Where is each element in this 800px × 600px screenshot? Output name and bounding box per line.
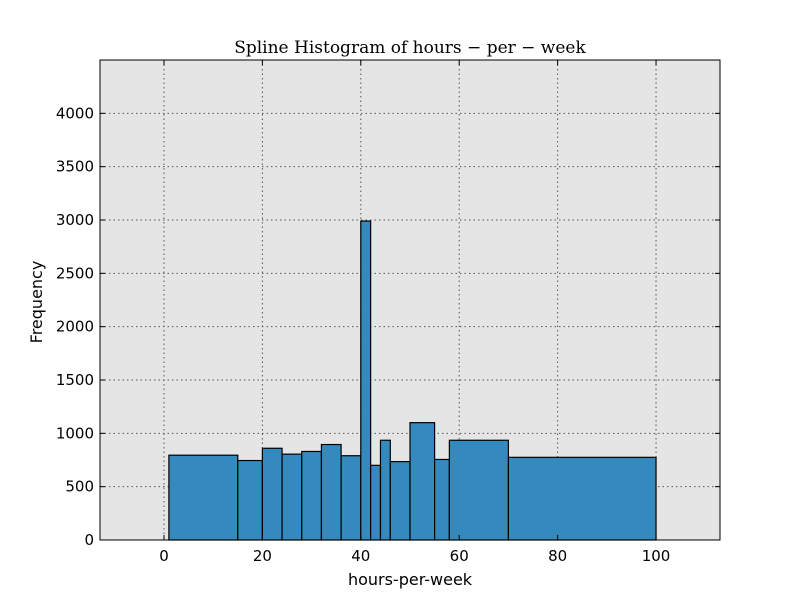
- y-tick-label: 4000: [56, 104, 94, 122]
- x-tick-label: 80: [548, 547, 567, 565]
- x-tick-label: 20: [253, 547, 272, 565]
- histogram-bar: [434, 458, 450, 541]
- y-tick-label: 500: [65, 478, 94, 496]
- axis-ticks: 0 20 40 60 80 1000500100015002000250030003500…: [56, 60, 720, 565]
- y-tick-label: 2000: [56, 318, 94, 336]
- histogram-bar: [261, 447, 283, 541]
- y-tick-label: 2500: [56, 264, 94, 282]
- histogram-bar: [237, 459, 263, 541]
- bars: [168, 220, 657, 541]
- histogram-bar: [507, 456, 657, 541]
- x-tick-label: 0: [159, 547, 169, 565]
- histogram-bar: [389, 461, 411, 541]
- histogram-bar: [340, 455, 362, 541]
- x-tick-label: 60: [450, 547, 469, 565]
- y-tick-label: 3000: [56, 211, 94, 229]
- y-tick-label: 0: [84, 531, 94, 549]
- x-tick-label: 100: [642, 547, 671, 565]
- y-axis-label: Frequency: [27, 261, 46, 344]
- histogram-bar: [370, 464, 382, 541]
- histogram-bar: [409, 422, 436, 541]
- histogram-bar: [168, 454, 239, 541]
- y-tick-label: 1000: [56, 424, 94, 442]
- chart-title: Spline Histogram of hours − per − week: [234, 38, 586, 58]
- histogram-bar: [320, 443, 342, 541]
- x-tick-label: 40: [351, 547, 370, 565]
- histogram-bar: [360, 220, 372, 541]
- y-tick-label: 3500: [56, 158, 94, 176]
- histogram-bar: [301, 450, 323, 541]
- histogram-bar: [379, 439, 391, 541]
- plot-frame: [99, 59, 721, 541]
- x-axis-label: hours-per-week: [348, 570, 473, 589]
- histogram-bar: [281, 453, 303, 541]
- histogram-bar: [448, 439, 510, 541]
- y-tick-label: 1500: [56, 371, 94, 389]
